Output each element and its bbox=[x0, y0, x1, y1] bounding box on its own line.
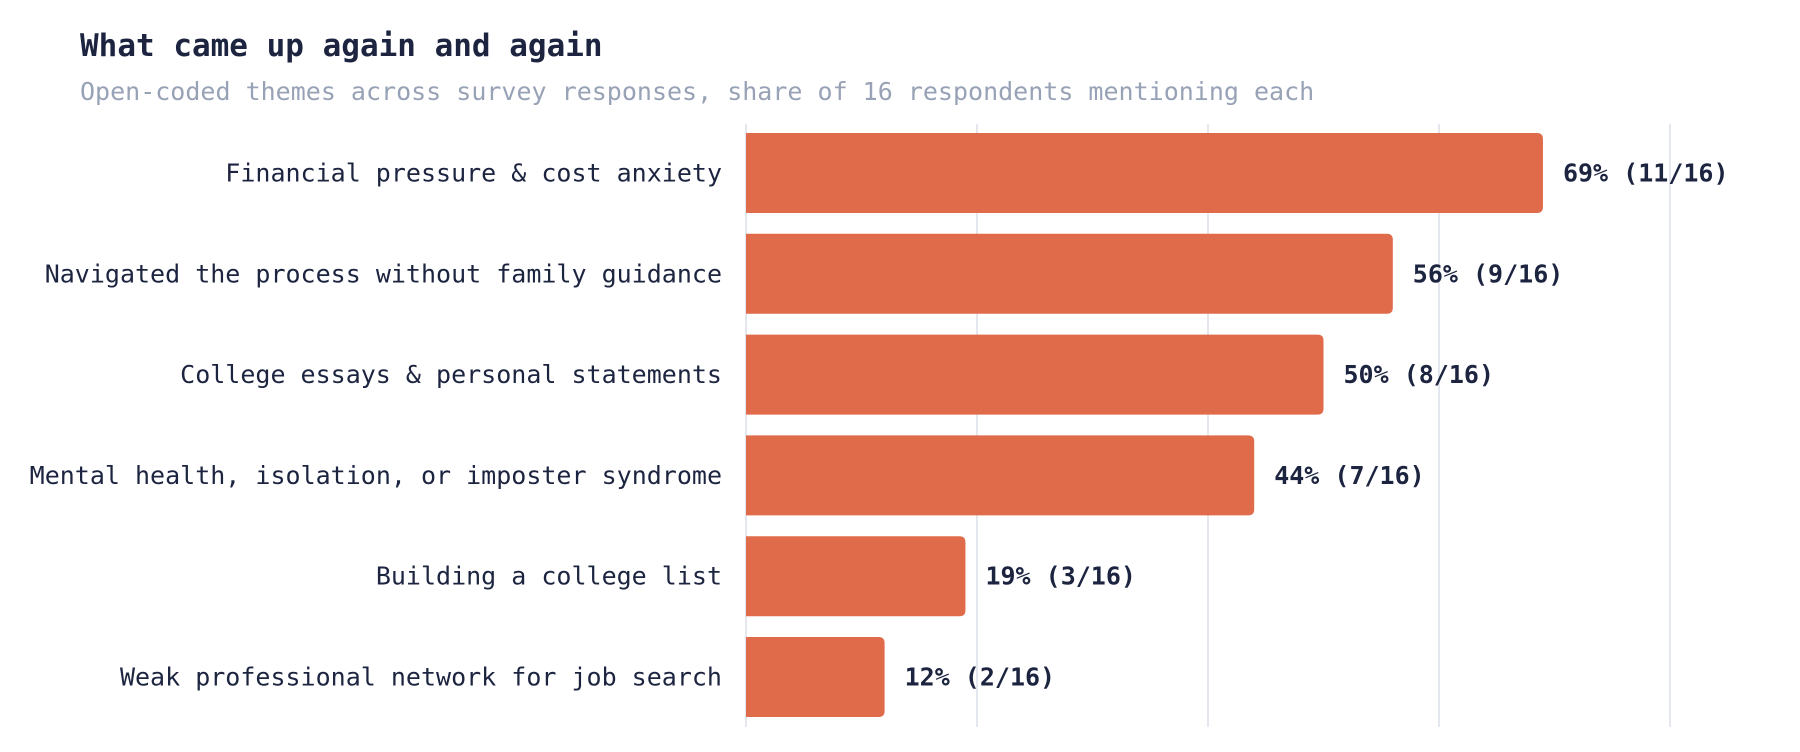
value-label: 19% (3/16) bbox=[985, 562, 1136, 591]
bar bbox=[746, 435, 1255, 516]
bar bbox=[746, 637, 885, 717]
value-label: 56% (9/16) bbox=[1413, 259, 1564, 288]
category-label: Navigated the process without family gui… bbox=[45, 259, 722, 288]
value-label: 44% (7/16) bbox=[1274, 461, 1425, 490]
chart-title: What came up again and again bbox=[80, 28, 603, 64]
category-label: Weak professional network for job search bbox=[120, 663, 722, 692]
category-label: Building a college list bbox=[376, 562, 722, 591]
value-label: 69% (11/16) bbox=[1563, 159, 1729, 188]
bar bbox=[746, 334, 1324, 415]
bar bbox=[746, 233, 1393, 314]
category-label: Mental health, isolation, or imposter sy… bbox=[30, 461, 722, 490]
category-label: Financial pressure & cost anxiety bbox=[225, 159, 722, 188]
chart-subtitle: Open-coded themes across survey response… bbox=[80, 77, 1315, 106]
bars bbox=[746, 133, 1543, 717]
value-label: 50% (8/16) bbox=[1344, 360, 1495, 389]
bar bbox=[746, 536, 966, 617]
bar bbox=[746, 133, 1543, 213]
value-label: 12% (2/16) bbox=[905, 663, 1056, 692]
labels: Financial pressure & cost anxiety 69% (11… bbox=[30, 159, 1729, 692]
gridlines bbox=[745, 124, 1671, 727]
category-label: College essays & personal statements bbox=[180, 360, 722, 389]
